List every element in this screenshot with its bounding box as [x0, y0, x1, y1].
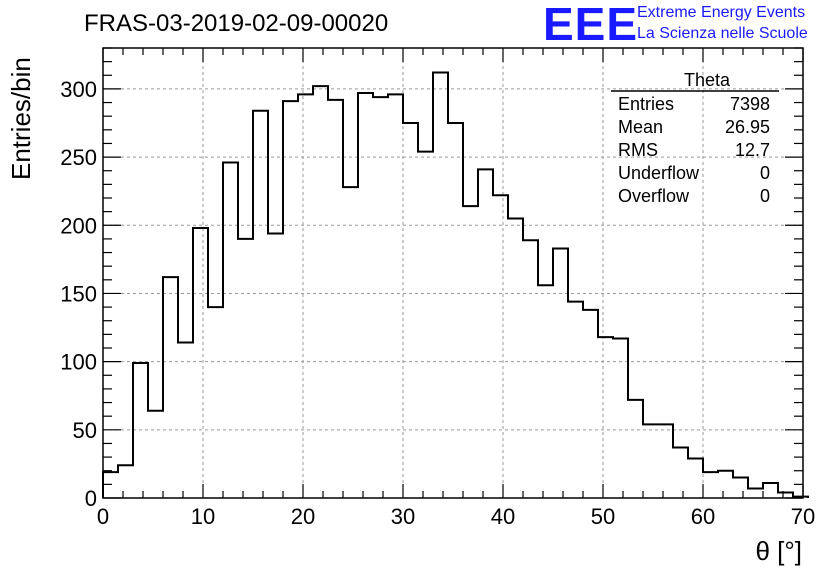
logo-line-1: Extreme Energy Events: [637, 4, 806, 21]
x-tick-label: 60: [691, 504, 715, 529]
y-tick-label: 50: [73, 418, 97, 443]
chart-title: FRAS-03-2019-02-09-00020: [84, 10, 389, 37]
plot-frame: [102, 47, 804, 499]
histogram-series: [102, 71, 809, 498]
y-tick-label: 250: [60, 145, 97, 170]
stats-label: Mean: [618, 117, 663, 137]
x-tick-label: 50: [591, 504, 615, 529]
stats-value: 7398: [730, 94, 770, 114]
x-tick-label: 0: [97, 504, 109, 529]
stats-box: Theta Entries 7398 Mean 26.95 RMS 12.7 Underflo…: [611, 70, 779, 206]
y-tick-label: 150: [60, 281, 97, 306]
logo-line-2: La Scienza nelle Scuole: [637, 25, 808, 42]
histogram-outline: [102, 71, 809, 498]
y-tick-label: 100: [60, 350, 97, 375]
x-tick-label: 70: [791, 504, 815, 529]
y-axis-label: Entries/bin: [6, 57, 36, 180]
stats-label: RMS: [618, 140, 658, 160]
x-tick-label: 40: [491, 504, 515, 529]
y-tick-label: 0: [85, 486, 97, 511]
tick-labels: 0 10 20 30 40 50 60 70 0 50 100 150 200 250 300: [60, 77, 815, 529]
stats-label: Underflow: [618, 163, 700, 183]
stats-value: 26.95: [725, 117, 770, 137]
x-tick-label: 10: [191, 504, 215, 529]
stats-title: Theta: [684, 70, 731, 90]
eee-logo: EEE: [543, 0, 639, 50]
x-tick-label: 20: [291, 504, 315, 529]
y-tick-label: 300: [60, 77, 97, 102]
stats-value: 0: [760, 163, 770, 183]
x-tick-label: 30: [391, 504, 415, 529]
stats-value: 12.7: [735, 140, 770, 160]
stats-label: Overflow: [618, 186, 690, 206]
stats-value: 0: [760, 186, 770, 206]
y-tick-label: 200: [60, 213, 97, 238]
x-axis-label: θ [°]: [755, 536, 802, 566]
stats-label: Entries: [618, 94, 674, 114]
